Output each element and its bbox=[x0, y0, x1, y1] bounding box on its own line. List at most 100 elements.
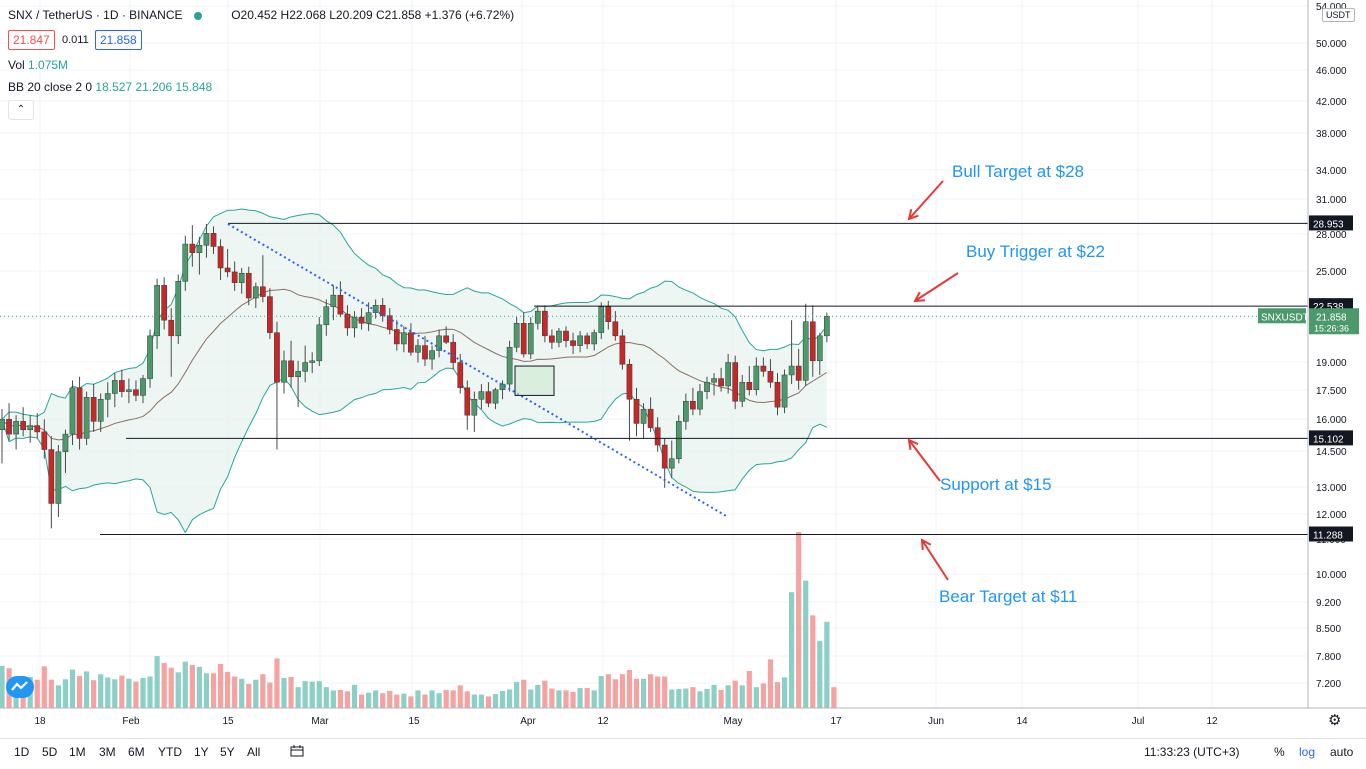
volume-bar bbox=[507, 689, 513, 708]
candle-body-up bbox=[591, 332, 598, 345]
timeframe-3m[interactable]: 3M bbox=[99, 745, 116, 759]
candle bbox=[97, 393, 104, 432]
volume-bar bbox=[626, 670, 633, 708]
candle bbox=[781, 369, 788, 414]
clock-time[interactable]: 11:33:23 (UTC+3) bbox=[1144, 745, 1240, 759]
gear-icon[interactable]: ⚙ bbox=[1328, 712, 1342, 729]
candle bbox=[274, 321, 280, 450]
volume-bar bbox=[48, 679, 54, 708]
volume-bar bbox=[633, 678, 640, 708]
candle-body-down bbox=[549, 335, 555, 343]
descending-trendline bbox=[227, 223, 729, 518]
volume-bar bbox=[697, 691, 703, 708]
time-tick-label: May bbox=[724, 716, 743, 727]
candle-body-down bbox=[393, 329, 400, 345]
bollinger-legend[interactable]: BB 20 close 2 0 18.527 21.206 15.848 bbox=[8, 80, 212, 94]
timeframe-1m[interactable]: 1M bbox=[69, 745, 86, 759]
candle bbox=[711, 373, 717, 396]
symbol-title[interactable]: SNX / TetherUS · 1D · BINANCE bbox=[8, 8, 183, 22]
volume-bar bbox=[210, 673, 217, 708]
candle bbox=[534, 306, 541, 330]
candle bbox=[668, 440, 675, 478]
candle bbox=[760, 357, 767, 377]
candle-body-up bbox=[492, 389, 499, 404]
timeframe-5d[interactable]: 5D bbox=[42, 745, 58, 759]
drawings: Bull Target at $28 Buy Trigger at $22 Supp… bbox=[0, 162, 1308, 606]
calendar-range-icon[interactable] bbox=[290, 745, 304, 760]
buy-price-button[interactable]: 21.858 bbox=[95, 30, 142, 50]
candle bbox=[323, 299, 330, 336]
candle-body-down bbox=[168, 319, 175, 337]
price-tick-label: 25.000 bbox=[1316, 267, 1347, 278]
volume-bar bbox=[619, 674, 625, 708]
candle-body-down bbox=[542, 310, 548, 337]
candle-body-up bbox=[556, 330, 562, 343]
candle-body-down bbox=[119, 380, 125, 392]
candle bbox=[119, 369, 125, 398]
candle bbox=[111, 373, 118, 408]
volume-bar bbox=[175, 672, 181, 708]
collapse-legend-button[interactable]: ⌃ bbox=[8, 100, 34, 120]
candle-body-down bbox=[464, 387, 471, 416]
arrow-shaft bbox=[908, 180, 944, 220]
candle-body-up bbox=[126, 389, 132, 392]
volume-bar bbox=[655, 676, 661, 708]
volume-bar bbox=[781, 677, 788, 708]
currency-badge[interactable]: USDT bbox=[1322, 8, 1355, 22]
candle bbox=[231, 261, 238, 291]
candle-body-down bbox=[422, 345, 428, 360]
volume-bar bbox=[718, 689, 724, 708]
candle-body-up bbox=[203, 233, 210, 246]
volume-bar bbox=[34, 679, 40, 708]
candle bbox=[288, 340, 294, 388]
price-tick-label: 8.500 bbox=[1316, 624, 1341, 635]
candle-body-up bbox=[27, 425, 34, 431]
volume-bar bbox=[168, 667, 174, 708]
timeframe-all[interactable]: All bbox=[247, 745, 261, 759]
candle-body-down bbox=[450, 342, 457, 363]
candle-body-up bbox=[824, 316, 830, 337]
volume-bar bbox=[584, 688, 590, 708]
candle bbox=[506, 340, 513, 392]
candle-body-up bbox=[302, 362, 308, 372]
candle-body-down bbox=[90, 397, 97, 422]
volume-bar bbox=[387, 690, 393, 708]
log-toggle[interactable]: log bbox=[1299, 745, 1316, 759]
time-tick-label: 14 bbox=[1016, 716, 1028, 727]
volume-bar bbox=[232, 676, 238, 708]
candle bbox=[358, 308, 365, 330]
volume-bar bbox=[577, 688, 583, 708]
volume-bar bbox=[91, 680, 97, 708]
candle bbox=[795, 348, 802, 390]
candle bbox=[252, 282, 259, 309]
timeframe-5y[interactable]: 5Y bbox=[220, 745, 235, 759]
volume-bar bbox=[98, 674, 104, 708]
candle-body-down bbox=[274, 332, 280, 383]
auto-toggle[interactable]: auto bbox=[1330, 745, 1354, 759]
candle bbox=[20, 407, 26, 437]
candle-body-up bbox=[309, 360, 316, 363]
candle-body-down bbox=[260, 286, 266, 297]
candle-body-up bbox=[753, 365, 760, 390]
volume-bar bbox=[648, 674, 654, 708]
timeframe-1d[interactable]: 1D bbox=[14, 745, 30, 759]
volume-bar bbox=[401, 693, 407, 708]
candle-body-up bbox=[513, 323, 520, 348]
candle bbox=[295, 360, 301, 408]
candle bbox=[513, 317, 520, 353]
candle bbox=[725, 353, 731, 394]
timeframe-ytd[interactable]: YTD bbox=[158, 745, 182, 759]
timeframe-6m[interactable]: 6M bbox=[128, 745, 145, 759]
volume-legend[interactable]: Vol 1.075M bbox=[8, 58, 68, 72]
candle-body-up bbox=[802, 321, 809, 381]
volume-bar bbox=[563, 690, 569, 708]
candle bbox=[549, 329, 555, 349]
sell-price-button[interactable]: 21.847 bbox=[8, 30, 55, 50]
candle-body-down bbox=[161, 285, 168, 321]
candle bbox=[520, 312, 527, 358]
percent-toggle[interactable]: % bbox=[1274, 745, 1285, 759]
tradingview-logo-icon[interactable] bbox=[6, 676, 34, 698]
timeframe-1y[interactable]: 1Y bbox=[194, 745, 209, 759]
